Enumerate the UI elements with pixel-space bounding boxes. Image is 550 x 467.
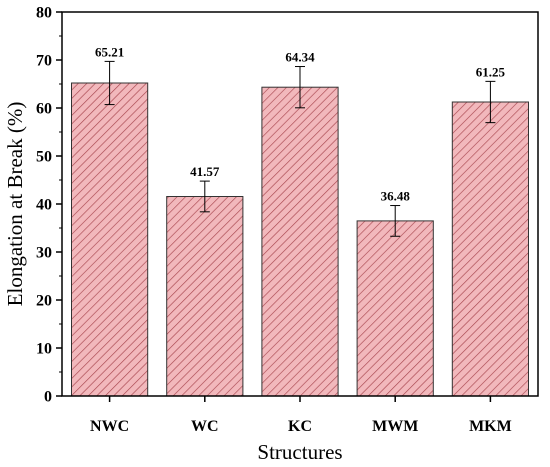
x-tick-label-wc: WC (191, 418, 219, 435)
error-bar-kc (295, 66, 305, 109)
data-labels-layer: 65.21 41.57 64.34 36.48 61.25 (95, 44, 506, 203)
error-bar-wc (199, 180, 210, 213)
x-axis: NWC WC KC MWM MKM (90, 396, 512, 435)
bar-wc (166, 196, 244, 397)
data-label-nwc: 65.21 (95, 44, 124, 59)
y-tick-label: 20 (36, 293, 52, 310)
data-label-mwm: 36.48 (381, 189, 411, 204)
y-tick-label: 10 (36, 341, 52, 358)
data-label-mkm: 61.25 (476, 64, 506, 79)
x-tick-label-nwc: NWC (90, 418, 129, 435)
bar-nwc (71, 82, 149, 397)
y-axis: 0 10 20 30 40 50 60 70 80 (36, 5, 62, 406)
y-tick-label: 0 (44, 389, 52, 406)
x-tick-label-mwm: MWM (372, 418, 418, 435)
data-label-kc: 64.34 (285, 50, 315, 65)
error-bar-mkm (485, 80, 496, 124)
error-bars-layer (104, 60, 496, 237)
error-bar-mwm (390, 205, 401, 237)
error-bar-nwc (104, 60, 115, 106)
y-tick-label: 60 (36, 101, 52, 118)
y-tick-label: 80 (36, 5, 52, 22)
x-axis-title: Structures (257, 440, 342, 464)
y-tick-label: 30 (36, 245, 52, 262)
y-tick-label: 50 (36, 149, 52, 166)
bar-mwm (356, 220, 434, 397)
bar-kc (261, 86, 339, 397)
x-tick-label-mkm: MKM (469, 418, 512, 435)
data-label-wc: 41.57 (190, 164, 220, 179)
y-tick-label: 70 (36, 53, 52, 70)
y-axis-title: Elongation at Break (%) (3, 102, 27, 307)
bar-mkm (451, 101, 529, 397)
bars-layer (71, 82, 529, 397)
y-tick-label: 40 (36, 197, 52, 214)
x-tick-label-kc: KC (288, 418, 312, 435)
